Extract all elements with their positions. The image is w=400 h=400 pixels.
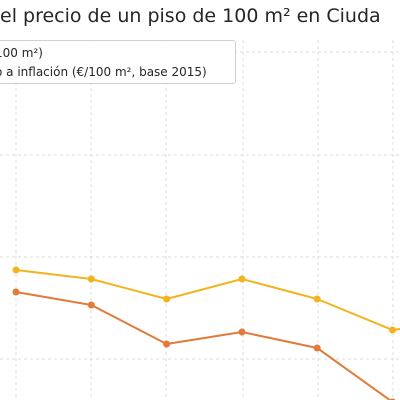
data-point-yellow <box>163 295 171 303</box>
series-line-orange <box>15 291 392 400</box>
grid-lines <box>0 40 400 400</box>
legend: 100 m²) o a inflación (€/100 m², base 20… <box>0 40 236 84</box>
chart-title: el precio de un piso de 100 m² en Ciuda <box>0 5 381 27</box>
data-point-yellow <box>12 266 20 274</box>
legend-entry: 100 m²) <box>0 46 43 60</box>
data-point-orange <box>238 328 246 336</box>
data-point-orange <box>163 340 171 348</box>
data-point-yellow <box>389 326 396 334</box>
data-point-orange <box>87 301 95 309</box>
legend-entry: o a inflación (€/100 m², base 2015) <box>0 65 207 79</box>
data-point-yellow <box>87 275 95 283</box>
series-layer <box>12 266 400 400</box>
data-point-yellow <box>313 295 321 303</box>
data-point-orange <box>313 344 321 352</box>
series-line-yellow <box>15 269 400 331</box>
data-point-yellow <box>238 275 246 283</box>
data-point-orange <box>12 288 20 296</box>
